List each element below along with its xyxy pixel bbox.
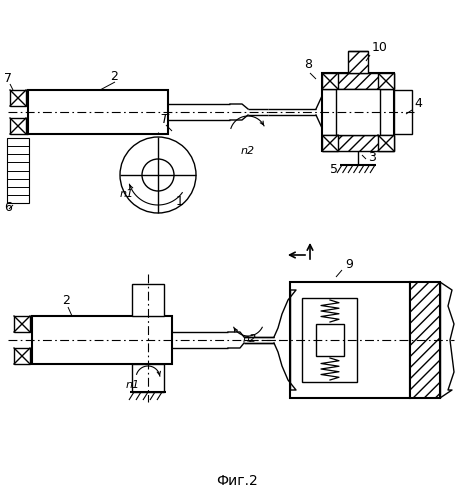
Text: n1: n1 xyxy=(120,189,134,199)
Bar xyxy=(348,51,368,73)
Bar xyxy=(322,73,394,89)
Text: 4: 4 xyxy=(414,97,422,110)
Bar xyxy=(10,118,26,134)
Bar xyxy=(336,89,380,135)
Bar xyxy=(322,135,394,151)
Bar xyxy=(132,284,164,316)
Text: 7: 7 xyxy=(4,72,12,85)
Bar xyxy=(14,348,30,364)
Text: 2: 2 xyxy=(110,70,118,83)
Bar xyxy=(410,282,440,398)
Bar xyxy=(290,282,410,398)
Text: n1: n1 xyxy=(126,380,140,390)
Text: 10: 10 xyxy=(372,41,388,54)
Bar xyxy=(394,90,412,134)
Bar xyxy=(32,316,172,364)
Text: 5: 5 xyxy=(330,163,338,176)
Bar xyxy=(7,138,29,203)
Bar xyxy=(316,324,344,356)
Text: n2: n2 xyxy=(241,146,255,156)
Bar xyxy=(10,90,26,106)
Bar xyxy=(322,73,394,151)
Bar xyxy=(28,90,168,134)
Bar xyxy=(14,316,30,332)
Bar xyxy=(302,298,357,382)
Text: 6: 6 xyxy=(4,201,12,214)
Bar xyxy=(322,73,338,89)
Text: 9: 9 xyxy=(345,258,353,271)
Text: 3: 3 xyxy=(368,151,376,164)
Bar xyxy=(132,364,164,392)
Text: n2: n2 xyxy=(243,334,257,344)
Bar xyxy=(322,135,338,151)
Text: 8: 8 xyxy=(304,58,312,71)
Text: 2: 2 xyxy=(62,294,70,307)
Text: T: T xyxy=(160,113,168,126)
Bar xyxy=(378,135,394,151)
Bar xyxy=(378,73,394,89)
Text: Фиг.2: Фиг.2 xyxy=(216,474,258,488)
Text: 1: 1 xyxy=(176,195,184,208)
